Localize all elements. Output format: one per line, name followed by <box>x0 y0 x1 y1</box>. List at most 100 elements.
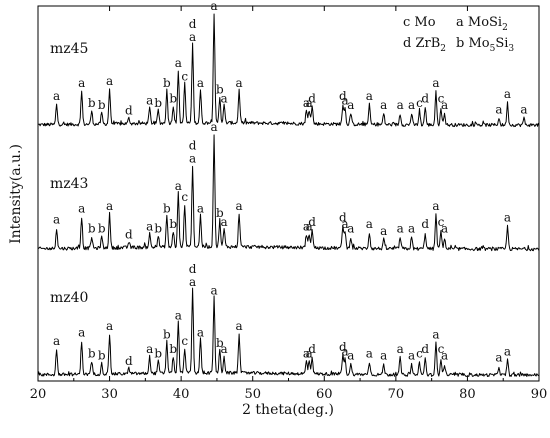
peak-label: a <box>221 215 228 229</box>
peak-label: a <box>78 201 85 215</box>
peak-label: a <box>495 102 502 116</box>
peak-label: a <box>303 96 310 110</box>
peak-label: b <box>216 206 224 220</box>
peak-label: c <box>438 91 445 105</box>
peak-label: a <box>146 219 153 233</box>
peak-label: a <box>106 199 113 213</box>
peak-label: a <box>303 219 310 233</box>
peak-label: a <box>432 328 439 342</box>
peak-label: a <box>189 152 196 166</box>
peak-label: c <box>416 96 423 110</box>
peak-label: c <box>181 69 188 83</box>
peak-label: b <box>163 76 171 90</box>
peak-label: a <box>106 74 113 88</box>
peak-label: a <box>441 349 448 363</box>
peak-label: b <box>154 222 162 236</box>
peak-label: b <box>169 342 177 356</box>
peak-label: a <box>347 349 354 363</box>
peak-label: a <box>197 325 204 339</box>
peak-label: a <box>210 283 217 297</box>
peak-label: d <box>189 17 197 31</box>
series-label-mz40: mz40 <box>50 290 88 306</box>
peak-label: a <box>380 98 387 112</box>
peak-label: a <box>495 351 502 365</box>
xrd-trace-mz43 <box>37 134 540 252</box>
peak-label: a <box>175 309 182 323</box>
peak-label: d <box>339 210 347 224</box>
xrd-trace-mz45 <box>37 13 540 128</box>
peak-label: c <box>438 342 445 356</box>
x-axis-title: 2 theta(deg.) <box>242 402 334 418</box>
legend: c Mo a MoSi2 d ZrB2 b Mo5Si3 <box>403 15 514 54</box>
peak-label: b <box>169 91 177 105</box>
peak-label: a <box>408 98 415 112</box>
peak-label: d <box>421 342 429 356</box>
x-tick-label: 90 <box>531 387 548 402</box>
peak-label: a <box>306 346 313 360</box>
peak-label: a <box>432 199 439 213</box>
peak-label: d <box>189 139 197 153</box>
peak-label: a <box>189 275 196 289</box>
peak-label: a <box>366 89 373 103</box>
peak-label: c <box>181 334 188 348</box>
peak-label: a <box>380 349 387 363</box>
x-tick-label: 40 <box>173 387 190 402</box>
peak-label: a <box>189 30 196 44</box>
peak-label: b <box>88 222 96 236</box>
peak-label: a <box>53 89 60 103</box>
peak-label: a <box>408 222 415 236</box>
peak-label: a <box>408 349 415 363</box>
peak-label: a <box>520 102 527 116</box>
series-label-mz45: mz45 <box>50 41 88 57</box>
peak-label: a <box>78 76 85 90</box>
x-tick-label: 30 <box>101 387 118 402</box>
peak-label: d <box>189 262 197 276</box>
x-tick-label: 80 <box>459 387 476 402</box>
legend-entry: a MoSi2 <box>456 15 508 33</box>
peak-label: b <box>98 98 106 112</box>
peak-label: a <box>303 346 310 360</box>
peak-label: a <box>236 76 243 90</box>
peak-label: b <box>98 222 106 236</box>
peak-label: b <box>154 346 162 360</box>
peak-label: a <box>397 342 404 356</box>
peak-label: c <box>181 190 188 204</box>
peak-label: a <box>236 199 243 213</box>
peak-label: b <box>88 346 96 360</box>
peak-label: d <box>308 342 316 356</box>
peak-label: d <box>125 354 133 368</box>
peak-label: a <box>504 210 511 224</box>
peak-label: a <box>441 222 448 236</box>
peak-label: d <box>125 104 133 118</box>
peak-label: a <box>366 217 373 231</box>
peak-label: a <box>380 224 387 238</box>
peak-label: a <box>53 334 60 348</box>
peak-label: c <box>438 215 445 229</box>
legend-entry: b Mo5Si3 <box>456 36 514 54</box>
peak-label: d <box>421 91 429 105</box>
x-tick-label: 20 <box>30 387 47 402</box>
peak-label: a <box>146 342 153 356</box>
peak-label: d <box>308 91 316 105</box>
peak-label: b <box>216 336 224 350</box>
peak-label: a <box>341 344 348 358</box>
peak-label: d <box>421 217 429 231</box>
peak-label: c <box>416 346 423 360</box>
peak-label: a <box>53 213 60 227</box>
peak-label: a <box>347 222 354 236</box>
x-tick-label: 50 <box>244 387 261 402</box>
peak-label: b <box>163 201 171 215</box>
peak-label: b <box>216 83 224 97</box>
peak-label: a <box>175 56 182 70</box>
peak-label: b <box>98 349 106 363</box>
traces: mz45 mz43 mz40 <box>37 13 540 378</box>
peak-label: a <box>441 98 448 112</box>
peak-label: a <box>341 94 348 108</box>
peak-label: a <box>347 98 354 112</box>
peak-label: a <box>175 179 182 193</box>
peak-label: a <box>341 217 348 231</box>
peak-label: a <box>221 342 228 356</box>
peak-label: a <box>78 325 85 339</box>
